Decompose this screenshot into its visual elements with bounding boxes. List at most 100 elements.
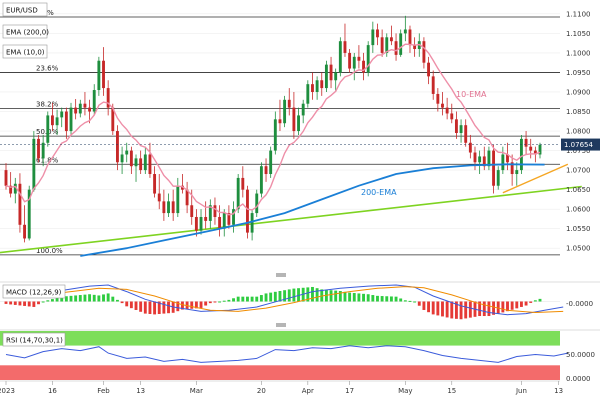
macd-histogram-bar — [519, 301, 523, 307]
rsi-neutral-zone — [0, 345, 560, 366]
rsi-line — [5, 345, 569, 363]
macd-histogram-bar — [278, 291, 282, 302]
candle-body — [311, 84, 314, 92]
macd-histogram-bar — [329, 290, 333, 302]
candle-body — [27, 189, 31, 239]
macd-histogram-bar — [482, 301, 486, 317]
candle-body — [255, 193, 259, 214]
rsi-label: RSI (14,70,30,1) — [6, 337, 63, 345]
candle-body — [329, 64, 333, 81]
candle-body — [139, 158, 143, 171]
fib-level-label: 61.8% — [36, 156, 59, 164]
macd-histogram-bar — [232, 298, 235, 302]
candle-body — [380, 37, 384, 53]
divider-handle-1[interactable] — [276, 273, 286, 277]
candle-body — [403, 29, 407, 34]
macd-histogram-bar — [13, 301, 17, 305]
x-tick-label: 16 — [48, 387, 57, 395]
x-tick-label: May — [398, 387, 412, 395]
macd-histogram-bar — [454, 301, 458, 319]
macd-histogram-bar — [46, 300, 50, 302]
macd-tick-label: -0.0000 — [566, 300, 593, 308]
macd-histogram-bar — [37, 301, 40, 305]
candle-body — [55, 117, 59, 126]
macd-histogram-bar — [380, 296, 384, 302]
candle-body — [102, 60, 105, 89]
ema10-tag: 10-EMA — [456, 90, 487, 99]
ema200-tag: 200-EMA — [361, 188, 397, 197]
macd-histogram-bar — [106, 293, 110, 302]
candle-body — [50, 115, 54, 126]
macd-histogram-bar — [492, 301, 496, 315]
candle-body — [315, 80, 319, 92]
macd-histogram-bar — [538, 298, 542, 302]
candle-body — [241, 177, 245, 190]
ema200-label-box — [2, 24, 48, 39]
macd-histogram-bar — [506, 301, 509, 312]
macd-histogram-bar — [413, 301, 417, 303]
candle-body — [69, 107, 73, 132]
macd-histogram-bar — [357, 293, 361, 302]
macd-histogram-bar — [92, 294, 96, 302]
macd-histogram-bar — [287, 289, 291, 302]
candle-body — [13, 183, 17, 194]
fib-level-label: 23.6% — [36, 64, 59, 72]
candle-body — [473, 152, 477, 163]
macd-histogram-bar — [311, 286, 314, 302]
macd-histogram-bar — [501, 301, 505, 313]
fib-level-label: 38.2% — [36, 100, 59, 108]
macd-histogram-bar — [371, 295, 375, 302]
macd-histogram-bar — [408, 300, 412, 302]
macd-histogram-bar — [385, 296, 389, 302]
candle-body — [515, 170, 519, 175]
macd-histogram-bar — [162, 301, 166, 314]
candle-body — [362, 60, 365, 73]
candle-body — [338, 41, 342, 73]
candle-body — [422, 41, 426, 63]
macd-histogram-bar — [334, 290, 338, 302]
x-tick-label: Jun — [515, 387, 527, 395]
price-tick-label: 1.0800 — [566, 128, 591, 136]
macd-histogram-bar — [255, 296, 259, 302]
candle-body — [334, 72, 338, 81]
candle-body — [227, 213, 231, 225]
macd-histogram-bar — [241, 296, 245, 302]
candle-body — [445, 107, 449, 114]
macd-histogram-bar — [524, 301, 528, 306]
macd-histogram-bar — [417, 301, 421, 306]
macd-histogram-bar — [352, 293, 356, 302]
candle-body — [111, 107, 115, 132]
candle-body — [278, 119, 282, 124]
x-tick-label: 17 — [345, 387, 354, 395]
candle-body — [74, 107, 78, 114]
candle-body — [436, 93, 440, 104]
macd-histogram-bar — [88, 294, 92, 302]
ema200-indicator-label: EMA (200,0) — [6, 29, 49, 37]
candle-body — [194, 216, 198, 231]
macd-histogram-bar — [55, 297, 59, 302]
x-tick-label: 15 — [447, 387, 456, 395]
macd-histogram-bar — [250, 296, 254, 302]
macd-histogram-bar — [348, 292, 352, 302]
macd-histogram-bar — [320, 289, 324, 302]
candle-body — [162, 201, 166, 214]
current-price-bg — [561, 138, 600, 151]
candle-body — [125, 150, 129, 155]
candle-body — [204, 216, 208, 221]
divider-handle-2[interactable] — [276, 323, 286, 327]
macd-label: MACD (12,26,9) — [6, 289, 62, 297]
price-axis-bg — [560, 0, 600, 400]
candle-body — [273, 119, 277, 151]
macd-histogram-bar — [422, 301, 426, 310]
candle-body — [46, 115, 50, 143]
candle-body — [399, 33, 403, 55]
ema-lines — [0, 43, 560, 257]
candle-body — [468, 142, 472, 153]
price-axis: 1.1100 1.1050 1.1000 1.0950 1.0900 1.0850 1.08… — [566, 10, 591, 252]
candle-body — [190, 205, 194, 217]
macd-histogram-bar — [403, 300, 407, 302]
candle-body — [37, 138, 40, 159]
candle-body — [116, 131, 119, 163]
price-tick-label: 1.0600 — [566, 206, 591, 214]
